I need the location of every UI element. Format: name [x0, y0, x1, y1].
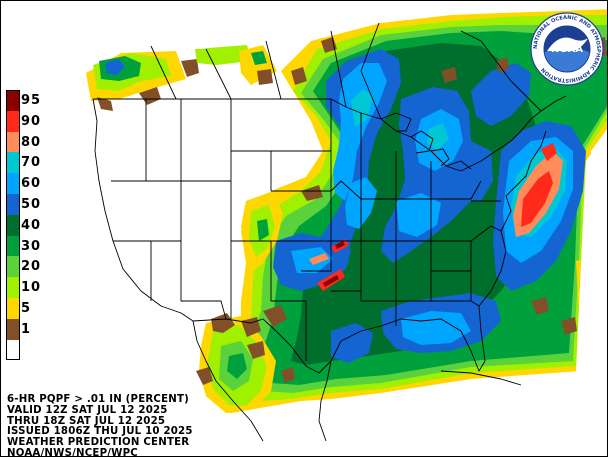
legend-colorbar — [6, 90, 20, 361]
coast-pacific — [92, 98, 194, 322]
field-brown-mt — [291, 67, 307, 85]
center-name: WEATHER PREDICTION CENTER — [7, 437, 190, 449]
field-brown-can — [441, 67, 457, 83]
legend-label-10: 10 — [21, 280, 42, 296]
legend-swatch-30 — [6, 235, 20, 257]
legend-swatch-none — [6, 339, 20, 361]
field-atl-yellow — [576, 251, 607, 361]
legend-label-60: 60 — [21, 176, 42, 192]
field-blue-nestrip — [451, 141, 493, 201]
field-brown-nm — [263, 305, 287, 327]
field-west-green — [257, 219, 269, 241]
legend-swatch-20 — [6, 256, 20, 278]
field-darkred-ok — [323, 275, 339, 287]
field-salmon-ks — [309, 253, 329, 265]
field-sky-mn — [333, 63, 387, 201]
field-pnw-blue — [105, 59, 125, 75]
border-mexico — [192, 318, 332, 374]
logo-noaa-text: NOAA — [551, 44, 583, 55]
field-pnw-lime2 — [195, 45, 251, 65]
field-brown-atl — [561, 317, 577, 335]
field-red-atl2 — [541, 143, 557, 161]
legend-swatch-70 — [6, 152, 20, 174]
field-darkred-ks1 — [335, 241, 345, 249]
field-cyan-mn — [351, 89, 373, 127]
legend-swatch-60 — [6, 173, 20, 194]
legend-label-95: 95 — [21, 93, 42, 108]
legend-swatch-10 — [6, 277, 20, 298]
legend-label-5: 5 — [21, 301, 32, 316]
field-red-atl — [521, 171, 553, 227]
coast-mexico-west — [192, 320, 264, 442]
field-sky-se — [401, 311, 471, 345]
field-sky-oh — [396, 193, 441, 237]
field-atl-lime — [579, 273, 607, 343]
boundaries — [92, 22, 567, 442]
legend-label-50: 50 — [21, 197, 42, 212]
legend-label-30: 30 — [21, 238, 42, 254]
map-info-block: 6-HR PQPF > .01 IN (PERCENT) VALID 12Z S… — [7, 394, 193, 457]
field-pnw-brown2 — [97, 97, 113, 111]
field-brown-mx — [196, 367, 213, 385]
field-pnw-brown3 — [139, 87, 161, 105]
field-brown-atl2 — [531, 297, 549, 315]
field-brown-dakota — [301, 185, 323, 201]
legend-swatch-40 — [6, 214, 20, 236]
issued-time: ISSUED 1806Z THU JUL 10 2025 — [7, 426, 193, 438]
valid-end: THRU 18Z SAT JUL 12 2025 — [7, 415, 166, 427]
agency-name: NOAA/NWS/NCEP/WPC — [7, 447, 138, 457]
field-pnw-green2 — [251, 51, 267, 65]
field-pnw-brown4 — [257, 69, 273, 85]
coast-gulf — [330, 290, 492, 372]
field-pnw-brown — [181, 59, 199, 77]
product-title: 6-HR PQPF > .01 IN (PERCENT) — [7, 394, 189, 405]
field-blue-northeast — [471, 63, 531, 126]
field-brown-mx2 — [247, 341, 265, 359]
field-mex-dg — [227, 353, 247, 379]
state-lines — [111, 99, 502, 361]
great-lakes — [380, 112, 472, 170]
noaa-logo: NATIONAL OCEANIC AND ATMOSPHERIC ADMINIS… — [530, 12, 604, 86]
field-blue-midwest — [315, 49, 401, 273]
valid-start: VALID 12Z SAT JUL 12 2025 — [7, 404, 168, 416]
legend-swatch-50 — [6, 193, 20, 215]
cuba — [440, 370, 522, 386]
legend-swatch-90 — [6, 110, 20, 132]
legend-label-90: 90 — [21, 113, 42, 129]
legend-swatch-1 — [6, 318, 20, 340]
legend-swatch-95 — [6, 90, 20, 111]
legend-label-40: 40 — [21, 217, 42, 233]
coast-atlantic — [490, 130, 547, 292]
field-cyan-lakes — [427, 123, 449, 151]
legend-label-80: 80 — [21, 134, 42, 150]
coast-mexico-east — [318, 360, 332, 442]
legend-swatch-5 — [6, 297, 20, 319]
legend-label-70: 70 — [21, 155, 42, 171]
field-brown-mx3 — [281, 367, 295, 383]
legend-label-20: 20 — [21, 259, 42, 275]
field-brown-az — [211, 313, 235, 333]
border-provinces — [150, 22, 382, 120]
canada-east — [460, 30, 567, 112]
legend-swatch-80 — [6, 131, 20, 153]
field-brown-can2 — [496, 57, 509, 73]
field-blue-gulf — [331, 323, 373, 363]
legend-label-1: 1 — [21, 321, 32, 337]
precip-fields — [86, 9, 607, 413]
